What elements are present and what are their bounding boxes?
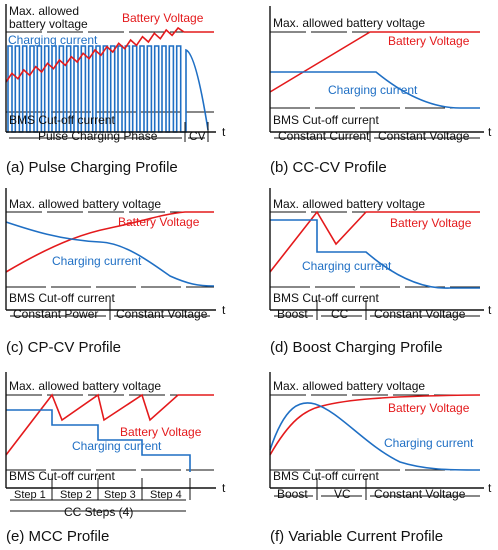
panel-f-battery-voltage-label: Battery Voltage [388,401,470,415]
panel-c-phase-2: Constant Voltage [116,307,208,321]
panel-a-voltage-sawtooth [5,26,214,83]
panel-d-phase-1: Boost [277,307,308,321]
panel-a-battery-voltage-label: Battery Voltage [122,11,204,25]
panel-a-charging-current-label: Charging current [8,33,98,47]
panel-c: Max. allowed battery voltage Battery Vol… [5,188,226,356]
panel-d-phase-3: Constant Voltage [374,307,466,321]
panel-e-max-voltage: Max. allowed battery voltage [9,379,161,393]
panel-a-t-label: t [222,125,226,139]
panel-b-phase-2: Constant Voltage [378,129,470,143]
panel-a-max-voltage-line1: Max. allowed [9,4,79,18]
panel-c-battery-voltage-label: Battery Voltage [118,215,200,229]
panel-e-phase-2: Step 2 [60,489,92,501]
panel-b-t-label: t [488,125,492,139]
panel-d-battery-voltage-label: Battery Voltage [390,216,472,230]
panel-e-bms-label: BMS Cut-off current [9,469,115,483]
panel-a-bms-label: BMS Cut-off current [9,113,115,127]
panel-b-battery-voltage-label: Battery Voltage [388,34,470,48]
panel-a: Max. allowed battery voltage Battery Vol… [5,4,226,176]
panel-d-bms-label: BMS Cut-off current [273,291,379,305]
panel-e-phase-3: Step 3 [104,489,136,501]
panel-d-t-label: t [488,303,492,317]
panel-e-phase-1: Step 1 [14,489,46,501]
panel-a-max-voltage-line2: battery voltage [9,17,88,31]
panel-c-bms-label: BMS Cut-off current [9,291,115,305]
panel-b-max-voltage: Max. allowed battery voltage [273,16,425,30]
panel-c-charging-current-label: Charging current [52,254,142,268]
panel-f-max-voltage: Max. allowed battery voltage [273,379,425,393]
panel-f-phase-2: VC [334,487,351,501]
panel-f-caption: (f) Variable Current Profile [270,528,443,545]
panel-d-caption: (d) Boost Charging Profile [270,339,443,356]
panel-e-charging-current-label: Charging current [72,439,162,453]
panel-f: Max. allowed battery voltage Battery Vol… [269,372,492,545]
panel-d: Max. allowed battery voltage Battery Vol… [269,188,492,356]
panel-f-bms-label: BMS Cut-off current [273,469,379,483]
panel-a-phase-2: CV [189,129,206,143]
panel-f-phase-1: Boost [277,487,308,501]
panel-d-phase-2: CC [331,307,349,321]
panel-a-current-pulses [6,45,209,133]
panel-f-t-label: t [488,481,492,495]
panel-f-charging-current-label: Charging current [384,436,474,450]
panel-f-phase-3: Constant Voltage [374,487,466,501]
panel-e-steps-label: CC Steps (4) [64,505,133,519]
panel-a-caption: (a) Pulse Charging Profile [6,159,178,176]
panel-e: Max. allowed battery voltage Battery Vol… [5,372,226,545]
panel-d-max-voltage: Max. allowed battery voltage [273,197,425,211]
panel-c-phase-1: Constant Power [13,307,98,321]
panel-b-caption: (b) CC-CV Profile [270,159,387,176]
panel-b-bms-label: BMS Cut-off current [273,113,379,127]
panel-b-charging-current-label: Charging current [328,83,418,97]
panel-e-battery-voltage-label: Battery Voltage [120,425,202,439]
panel-d-charging-current-label: Charging current [302,259,392,273]
panel-e-phase-4: Step 4 [150,489,182,501]
panel-b: Max. allowed battery voltage Battery Vol… [269,6,492,176]
panel-e-caption: (e) MCC Profile [6,528,109,545]
panel-e-t-label: t [222,481,226,495]
panel-c-caption: (c) CP-CV Profile [6,339,121,356]
panel-c-max-voltage: Max. allowed battery voltage [9,197,161,211]
panel-c-t-label: t [222,303,226,317]
panel-a-phase-1: Pulse Charging Phase [38,129,158,143]
panel-b-phase-1: Constant Current [278,129,370,143]
